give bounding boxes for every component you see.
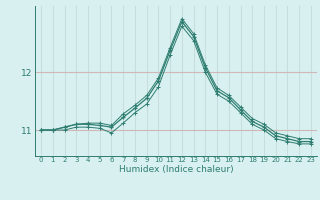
- X-axis label: Humidex (Indice chaleur): Humidex (Indice chaleur): [119, 165, 233, 174]
